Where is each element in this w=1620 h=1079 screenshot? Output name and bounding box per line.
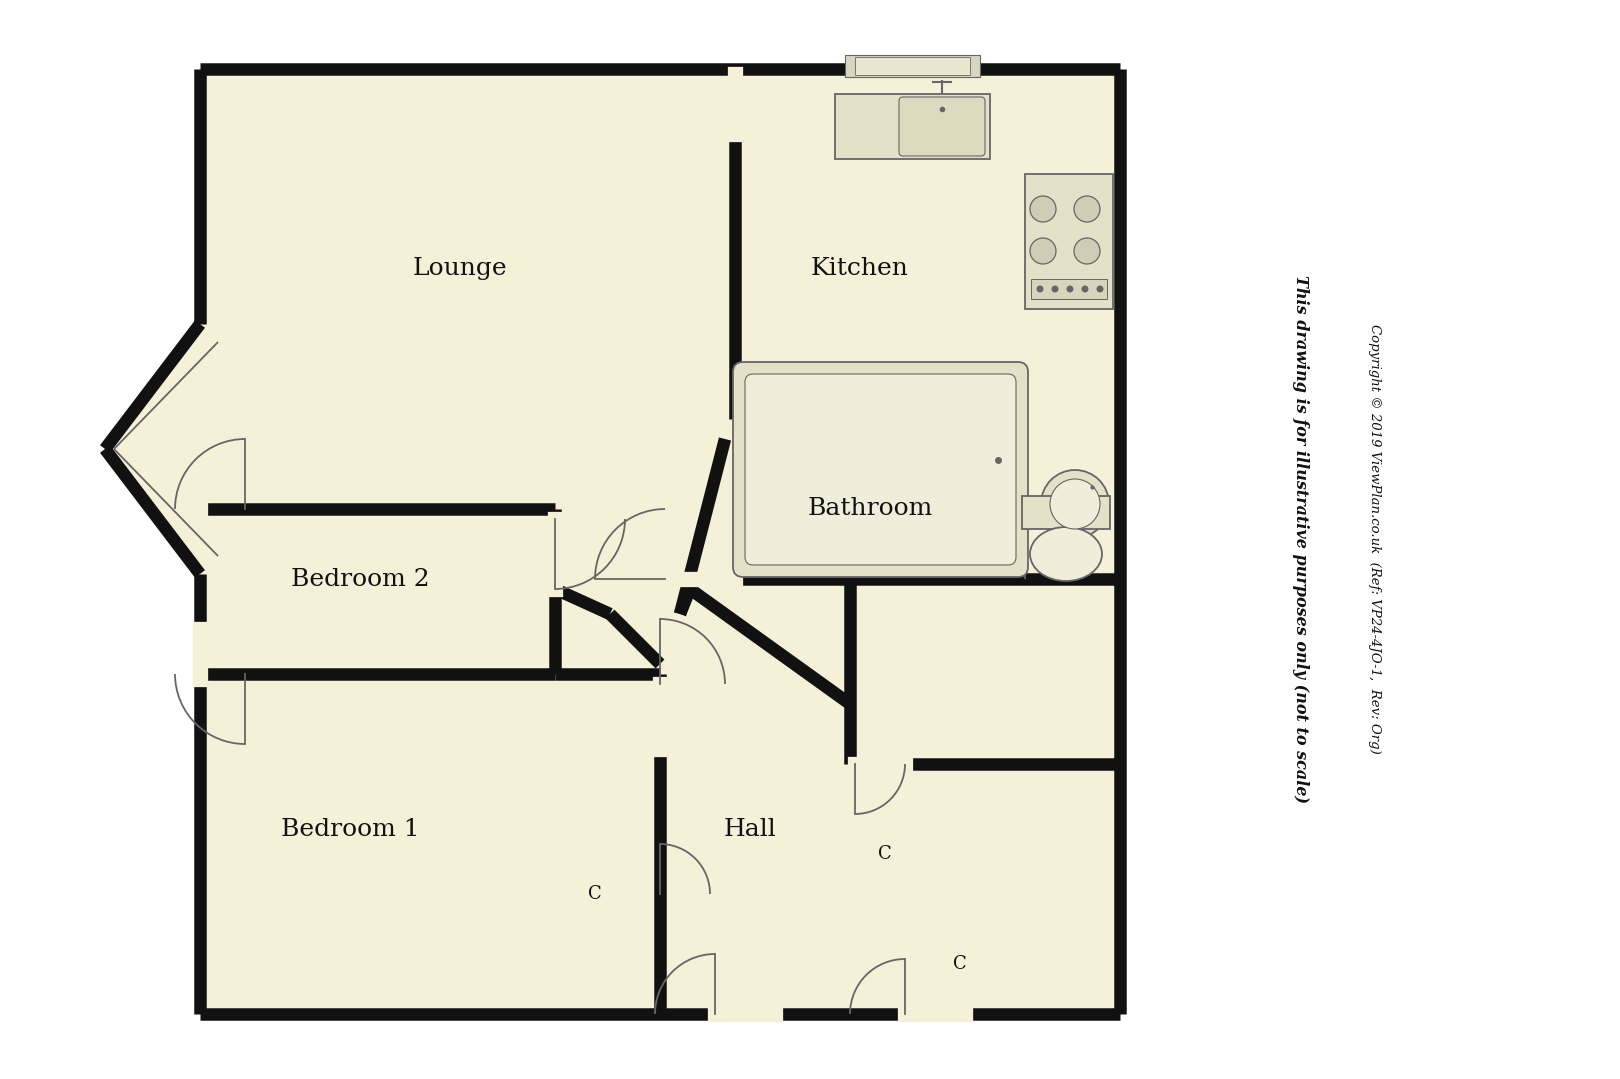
- Circle shape: [1050, 479, 1100, 529]
- Text: Lounge: Lounge: [413, 258, 507, 281]
- Circle shape: [1074, 196, 1100, 222]
- Bar: [855, 57, 970, 76]
- Bar: [1030, 279, 1106, 299]
- Text: Hall: Hall: [724, 818, 776, 841]
- Bar: [1022, 496, 1110, 529]
- Text: Bathroom: Bathroom: [807, 497, 933, 520]
- FancyBboxPatch shape: [732, 361, 1029, 577]
- Circle shape: [1030, 238, 1056, 264]
- Ellipse shape: [1030, 527, 1102, 581]
- Circle shape: [1051, 286, 1058, 292]
- Text: Copyright © 2019 ViewPlan.co.uk  (Ref: VP24-4JO-1,  Rev: Org): Copyright © 2019 ViewPlan.co.uk (Ref: VP…: [1369, 324, 1382, 754]
- Polygon shape: [105, 69, 1119, 1014]
- Circle shape: [1066, 286, 1074, 292]
- Text: C: C: [588, 885, 603, 903]
- Text: Kitchen: Kitchen: [812, 258, 909, 281]
- Circle shape: [1082, 286, 1089, 292]
- Circle shape: [1037, 286, 1043, 292]
- Bar: [846, 55, 980, 77]
- FancyBboxPatch shape: [745, 374, 1016, 565]
- FancyBboxPatch shape: [899, 97, 985, 156]
- Circle shape: [1074, 238, 1100, 264]
- Text: C: C: [953, 955, 967, 973]
- Circle shape: [1097, 286, 1103, 292]
- Bar: [1025, 174, 1113, 309]
- Text: This drawing is for illustrative purposes only (not to scale): This drawing is for illustrative purpose…: [1291, 275, 1309, 803]
- Text: C: C: [878, 845, 893, 863]
- Circle shape: [1030, 196, 1056, 222]
- Text: Bedroom 1: Bedroom 1: [280, 818, 420, 841]
- Circle shape: [1042, 470, 1110, 538]
- Bar: [834, 94, 990, 159]
- Text: Bedroom 2: Bedroom 2: [290, 568, 429, 590]
